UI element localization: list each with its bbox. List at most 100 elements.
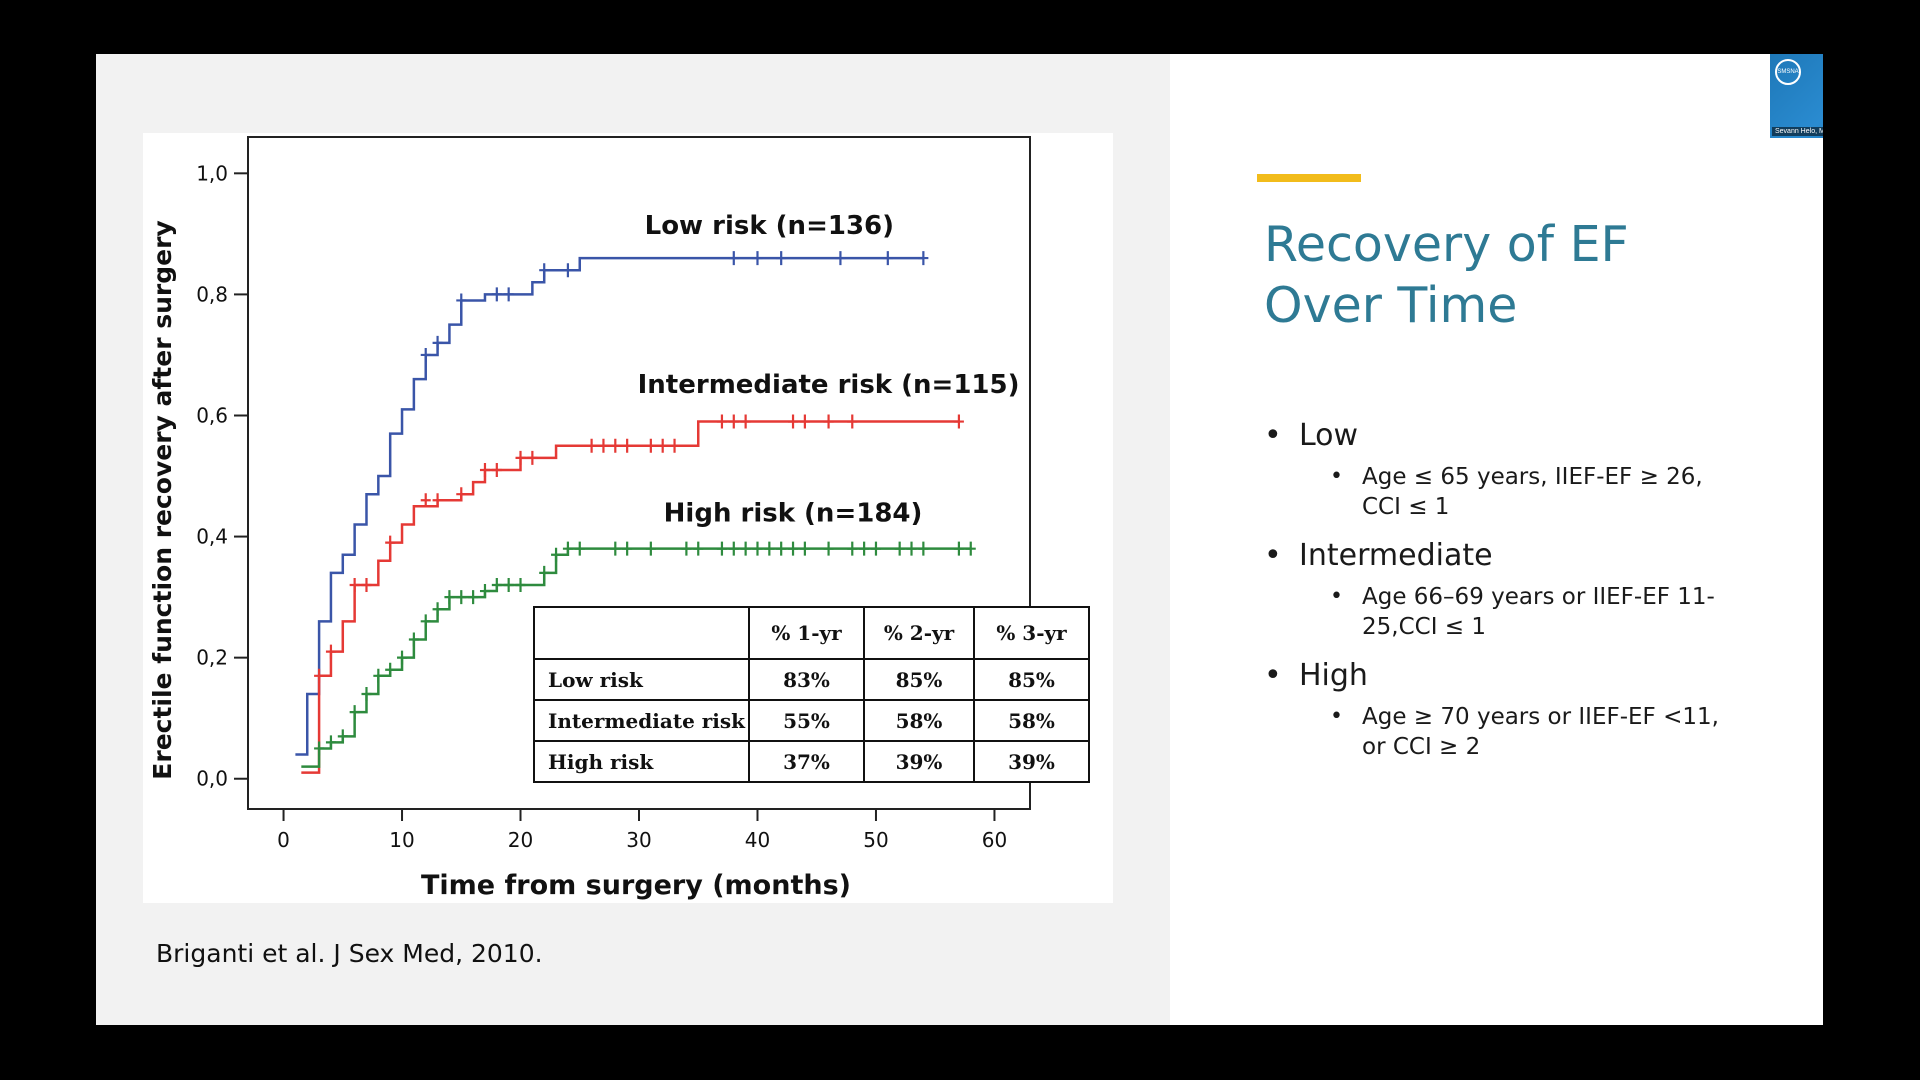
censor-mark (728, 414, 739, 429)
chart-svg: 0,0 0,2 0,4 0,6 0,8 1,0 0 10 20 30 40 50 60 Time from… (148, 136, 1090, 901)
censor-mark (823, 414, 834, 429)
censor-mark (337, 729, 348, 744)
slide-title-line-2: Over Time (1264, 277, 1518, 334)
table-header-cell: % 3-yr (996, 621, 1067, 645)
table-row-label: Low risk (548, 668, 644, 692)
sub-bullet: Age ≥ 70 years or IIEF-EF <11, or CCI ≥ … (1299, 702, 1734, 762)
censor-mark (420, 493, 431, 508)
censor-mark (918, 251, 929, 266)
censor-mark (539, 263, 550, 278)
censor-mark (325, 735, 336, 750)
censor-mark (953, 541, 964, 556)
censor-mark (870, 541, 881, 556)
censor-mark (788, 414, 799, 429)
table-cell: 58% (1008, 709, 1055, 733)
censor-mark (823, 541, 834, 556)
bullet-low: Low Age ≤ 65 years, IIEF-EF ≥ 26, CCI ≤ … (1264, 416, 1734, 522)
series-label-1: Intermediate risk (n=115) (638, 370, 1020, 400)
censor-mark (728, 541, 739, 556)
censor-mark (420, 347, 431, 362)
bullet-label: High (1299, 658, 1368, 693)
censor-mark (349, 705, 360, 720)
y-tick-label: 0,8 (196, 282, 228, 306)
censor-mark (503, 578, 514, 592)
censor-mark (562, 541, 573, 556)
censor-mark (562, 263, 573, 278)
webcam-thumbnail[interactable]: SMSNA Sevann Helo, MD (1770, 54, 1823, 138)
survival-table (533, 606, 1090, 783)
censor-mark (456, 487, 467, 502)
censor-mark (397, 650, 408, 665)
censor-mark (645, 541, 656, 556)
censor-mark (551, 547, 562, 562)
censor-mark (740, 414, 751, 429)
censor-mark (479, 462, 490, 477)
censor-mark (610, 541, 621, 556)
censor-mark (408, 632, 419, 647)
bullet-intermediate: Intermediate Age 66–69 years or IIEF-EF … (1264, 536, 1734, 642)
censor-mark (539, 565, 550, 580)
citation: Briganti et al. J Sex Med, 2010. (156, 939, 543, 968)
x-tick-label: 0 (277, 828, 290, 852)
censor-mark (918, 541, 929, 556)
censor-mark (622, 541, 633, 556)
smsna-logo-icon: SMSNA (1775, 59, 1801, 85)
censor-mark (385, 535, 396, 550)
censor-mark (432, 335, 443, 350)
censor-mark (776, 251, 787, 266)
censor-mark (740, 541, 751, 556)
slide: 0,0 0,2 0,4 0,6 0,8 1,0 0 10 20 30 40 50 60 Time from… (96, 54, 1823, 1025)
title-accent-bar (1257, 174, 1361, 182)
y-tick-label: 0,4 (196, 525, 228, 549)
x-tick-label: 50 (863, 828, 888, 852)
censor-mark (622, 438, 633, 453)
table-header-cell: % 2-yr (884, 621, 955, 645)
censor-mark (965, 541, 976, 556)
censor-mark (752, 541, 763, 556)
table-cell: 85% (1008, 668, 1055, 692)
censor-mark (728, 251, 739, 266)
censor-mark (799, 414, 810, 429)
x-axis-title: Time from surgery (months) (421, 870, 851, 901)
y-tick-label: 0,0 (196, 767, 228, 791)
censor-mark (598, 438, 609, 453)
censor-mark (420, 614, 431, 629)
censor-mark (953, 414, 964, 429)
censor-mark (693, 541, 704, 556)
table-row-label: High risk (548, 750, 654, 774)
censor-mark (361, 686, 372, 701)
x-tick-label: 60 (982, 828, 1007, 852)
table-cell: 83% (783, 668, 830, 692)
bullet-label: Intermediate (1299, 538, 1493, 573)
table-cell: 37% (783, 750, 830, 774)
censor-mark (503, 287, 514, 302)
table-row-label: Intermediate risk (548, 709, 746, 733)
censor-mark (716, 414, 727, 429)
censor-mark (788, 541, 799, 556)
presenter-name: Sevann Helo, MD (1772, 127, 1823, 136)
table-header-cell: % 1-yr (771, 621, 842, 645)
censor-mark (432, 602, 443, 617)
censor-mark (515, 578, 526, 592)
censor-mark (716, 541, 727, 556)
table-cell: 55% (783, 709, 830, 733)
censor-mark (515, 450, 526, 465)
censor-mark (349, 578, 360, 592)
series-label-2: High risk (n=184) (664, 498, 923, 528)
censor-mark (361, 578, 372, 592)
bullet-label: Low (1299, 418, 1359, 453)
censor-mark (385, 662, 396, 677)
x-tick-label: 10 (389, 828, 414, 852)
censor-mark (610, 438, 621, 453)
sub-bullet: Age 66–69 years or IIEF-EF 11-25,CCI ≤ 1 (1299, 582, 1734, 642)
censor-mark (669, 438, 680, 453)
censor-mark (859, 541, 870, 556)
censor-mark (468, 590, 479, 605)
censor-mark (681, 541, 692, 556)
censor-mark (491, 287, 502, 302)
y-tick-label: 1,0 (196, 161, 228, 185)
censor-mark (657, 438, 668, 453)
censor-mark (314, 668, 325, 683)
slide-title-line-1: Recovery of EF (1264, 216, 1629, 273)
series-label-0: Low risk (n=136) (645, 211, 894, 241)
